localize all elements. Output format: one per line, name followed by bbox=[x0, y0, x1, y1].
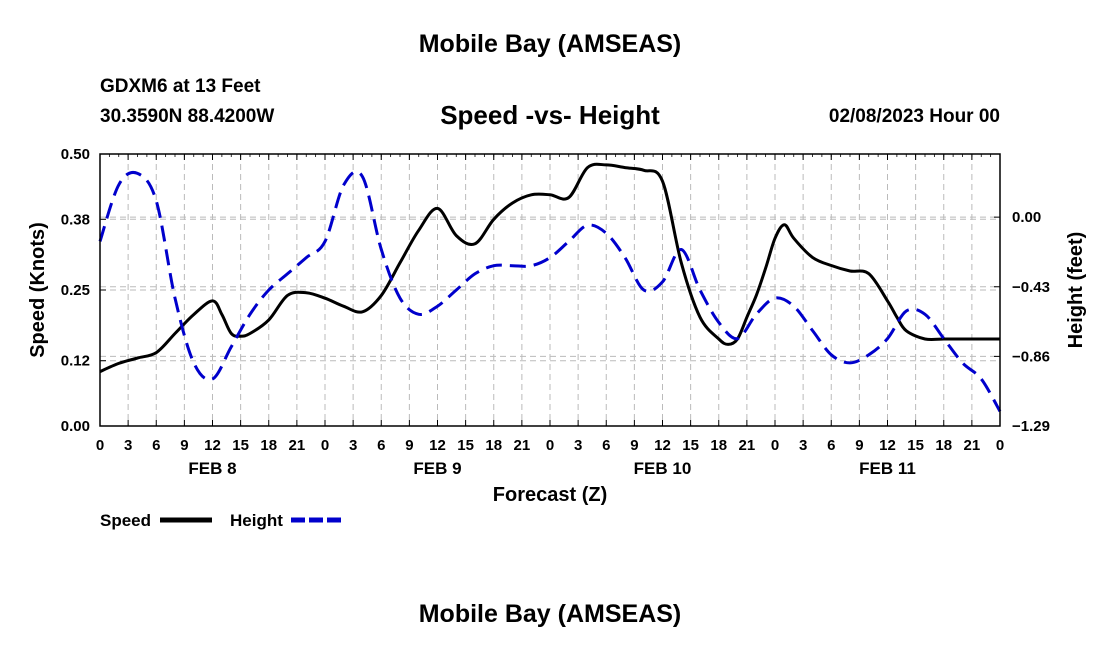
day-label: FEB 11 bbox=[859, 459, 916, 478]
series-layer bbox=[98, 162, 1002, 413]
x-tick-label: 3 bbox=[574, 437, 582, 454]
x-tick-label: 15 bbox=[232, 437, 249, 454]
x-tick-label: 21 bbox=[289, 437, 306, 454]
x-tick-label: 21 bbox=[739, 437, 756, 454]
y-left-tick-label: 0.25 bbox=[61, 282, 90, 299]
y-right-tick-label: −0.43 bbox=[1012, 279, 1050, 296]
y-left-tick-label: 0.12 bbox=[61, 353, 90, 370]
y-left-tick-label: 0.50 bbox=[61, 146, 90, 163]
y-right-tick-label: −0.86 bbox=[1012, 348, 1050, 365]
y-axis-left-title: Speed (Knots) bbox=[27, 222, 49, 358]
day-label: FEB 9 bbox=[413, 459, 461, 478]
x-tick-label: 12 bbox=[204, 437, 221, 454]
y-left-tick-label: 0.38 bbox=[61, 211, 90, 228]
x-tick-label: 9 bbox=[855, 437, 863, 454]
legend: Speed Height bbox=[100, 511, 343, 530]
x-tick-label: 12 bbox=[429, 437, 446, 454]
y-left-tick-label: 0.00 bbox=[61, 418, 90, 435]
coordinates-label: 30.3590N 88.4200W bbox=[100, 106, 275, 127]
axes: 0 3 6 9 12 15 18 21 0 3 6 9 12 15 18 21 0 3 6 9 12 15 18 21 0 3 6 9… bbox=[61, 146, 1050, 478]
x-tick-label: 0 bbox=[996, 437, 1004, 454]
x-tick-label: 6 bbox=[602, 437, 610, 454]
legend-speed-label: Speed bbox=[100, 511, 151, 530]
x-tick-label: 9 bbox=[405, 437, 413, 454]
x-tick-label: 12 bbox=[879, 437, 896, 454]
y-axis-right-title: Height (feet) bbox=[1065, 232, 1087, 349]
day-label: FEB 8 bbox=[188, 459, 236, 478]
run-time-label: 02/08/2023 Hour 00 bbox=[828, 106, 1000, 127]
chart-title: Speed -vs- Height bbox=[440, 100, 660, 130]
x-tick-label: 15 bbox=[682, 437, 699, 454]
main-title: Mobile Bay (AMSEAS) bbox=[418, 30, 682, 58]
x-tick-label: 18 bbox=[485, 437, 502, 454]
station-label: GDXM6 at 13 Feet bbox=[100, 76, 261, 97]
y-right-tick-label: 0.00 bbox=[1012, 209, 1041, 226]
x-tick-label: 6 bbox=[377, 437, 385, 454]
x-tick-label: 0 bbox=[546, 437, 554, 454]
day-label: FEB 10 bbox=[634, 459, 692, 478]
x-tick-label: 18 bbox=[935, 437, 952, 454]
x-tick-label: 6 bbox=[152, 437, 160, 454]
legend-height-label: Height bbox=[230, 511, 283, 530]
y-right-tick-label: −1.29 bbox=[1012, 418, 1050, 435]
x-tick-label: 21 bbox=[514, 437, 531, 454]
x-tick-label: 18 bbox=[710, 437, 727, 454]
x-tick-label: 12 bbox=[654, 437, 671, 454]
x-tick-label: 3 bbox=[349, 437, 357, 454]
x-tick-label: 9 bbox=[630, 437, 638, 454]
x-tick-label: 3 bbox=[124, 437, 132, 454]
series-line-speed bbox=[99, 162, 1000, 373]
series-line-height bbox=[98, 170, 1002, 413]
x-tick-label: 18 bbox=[260, 437, 277, 454]
x-tick-label: 21 bbox=[964, 437, 981, 454]
x-tick-label: 0 bbox=[321, 437, 329, 454]
x-axis-title: Forecast (Z) bbox=[493, 484, 607, 506]
x-tick-label: 6 bbox=[827, 437, 835, 454]
x-tick-label: 9 bbox=[180, 437, 188, 454]
x-tick-label: 15 bbox=[907, 437, 924, 454]
x-tick-label: 15 bbox=[457, 437, 474, 454]
grid-lines bbox=[100, 154, 1000, 426]
x-tick-label: 3 bbox=[799, 437, 807, 454]
x-tick-label: 0 bbox=[96, 437, 104, 454]
footer-title: Mobile Bay (AMSEAS) bbox=[418, 600, 682, 628]
x-tick-label: 0 bbox=[771, 437, 779, 454]
